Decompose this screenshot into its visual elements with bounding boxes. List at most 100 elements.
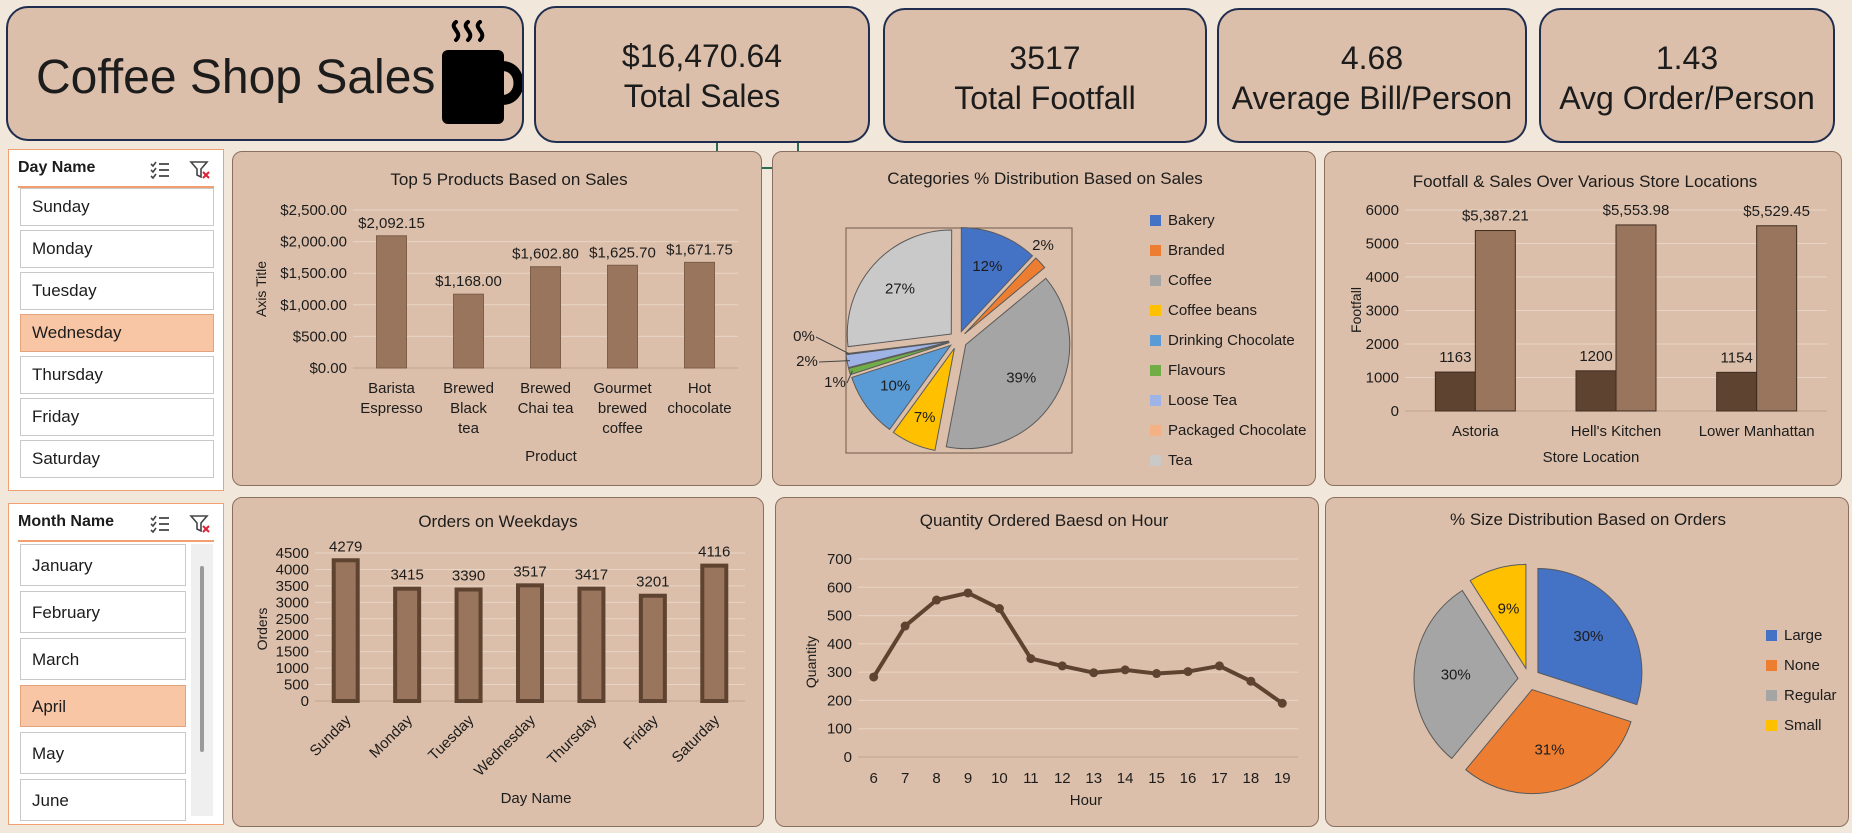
y-tick-label: 300	[827, 664, 852, 681]
kpi-value: 1.43	[1655, 40, 1719, 76]
data-label: 1163	[1439, 349, 1471, 366]
sizes-panel: % Size Distribution Based on Orders 30% 31…	[1325, 497, 1849, 827]
pie-slice	[892, 347, 955, 452]
y-tick-label: $1,000.00	[280, 297, 347, 314]
y-tick-label: 500	[284, 677, 309, 694]
connector-line	[716, 143, 718, 155]
pie-slice	[845, 340, 950, 355]
x-tick-label: 14	[1117, 770, 1134, 787]
slicer-item-april[interactable]: April	[20, 685, 186, 727]
data-label: 2%	[1032, 237, 1054, 254]
data-point	[1089, 668, 1099, 678]
y-tick-label: 3000	[276, 594, 309, 611]
x-tick-label: Sunday	[307, 711, 355, 759]
y-tick-label: 4500	[276, 545, 309, 562]
slicer-item-sunday[interactable]: Sunday	[20, 188, 214, 226]
x-tick-label: Wednesday	[471, 711, 539, 779]
data-point	[1183, 667, 1193, 677]
bar	[577, 586, 606, 703]
kpi-value: 4.68	[1340, 40, 1404, 76]
y-tick-label: 3000	[1366, 303, 1399, 320]
slicer-item-monday[interactable]: Monday	[20, 230, 214, 268]
kpi-label: Average Bill/Person	[1231, 80, 1513, 116]
legend-label: Bakery	[1168, 212, 1215, 229]
data-point	[1246, 676, 1256, 686]
data-label: $5,529.45	[1743, 203, 1810, 220]
clear-filter-icon[interactable]	[189, 514, 211, 534]
chart-title: Orders on Weekdays	[418, 512, 577, 531]
chart-title: Footfall & Sales Over Various Store Loca…	[1413, 172, 1758, 191]
multi-select-icon[interactable]	[149, 514, 171, 534]
kpi-label: Avg Order/Person	[1559, 80, 1815, 116]
legend-swatch	[1150, 335, 1161, 346]
kpi-avg-order: 1.43 Avg Order/Person	[1539, 8, 1835, 143]
data-point	[1120, 665, 1130, 675]
y-tick-label: 0	[844, 749, 852, 766]
pie-slice	[1465, 688, 1632, 794]
slicer-title: Day Name	[18, 159, 96, 176]
bar	[1716, 371, 1758, 412]
data-point	[1214, 661, 1224, 671]
hourly-line-chart: Quantity Ordered Baesd on Hour 0 100 200 300…	[803, 511, 1298, 809]
slicer-item-june[interactable]: June	[20, 779, 186, 821]
x-tick-label: Saturday	[669, 711, 724, 766]
x-tick-label: chocolate	[667, 400, 731, 417]
dashboard-title: Coffee Shop Sales	[36, 51, 436, 104]
legend-label: Packaged Chocolate	[1168, 422, 1306, 439]
bar	[393, 586, 422, 703]
y-tick-label: 6000	[1366, 202, 1399, 219]
slicer-scroll-thumb[interactable]	[200, 566, 204, 752]
data-label: 10%	[880, 378, 910, 395]
x-tick-label: brewed	[598, 400, 647, 417]
y-tick-label: 3500	[276, 578, 309, 595]
clear-filter-icon[interactable]	[189, 160, 211, 180]
x-tick-label: 19	[1274, 770, 1291, 787]
data-label: $5,553.98	[1603, 202, 1670, 219]
slicer-item-may[interactable]: May	[20, 732, 186, 774]
x-tick-label: 10	[991, 770, 1008, 787]
slicer-item-january[interactable]: January	[20, 544, 186, 586]
y-tick-label: 100	[827, 721, 852, 738]
data-label: $1,671.75	[666, 241, 733, 258]
y-tick-label: 0	[1391, 403, 1399, 420]
pie-slice	[1537, 568, 1643, 706]
x-tick-label: Gourmet	[593, 380, 652, 397]
slicer-item-wednesday[interactable]: Wednesday	[20, 314, 214, 352]
bar	[1434, 371, 1476, 412]
slicer-item-saturday[interactable]: Saturday	[20, 440, 214, 478]
x-tick-label: Tuesday	[425, 711, 478, 764]
y-tick-label: 2500	[276, 611, 309, 628]
slicer-item-thursday[interactable]: Thursday	[20, 356, 214, 394]
x-tick-label: 13	[1085, 770, 1102, 787]
y-tick-label: $2,500.00	[280, 202, 347, 219]
slicer-item-tuesday[interactable]: Tuesday	[20, 272, 214, 310]
x-tick-label: Lower Manhattan	[1699, 423, 1815, 440]
legend-swatch	[1150, 245, 1161, 256]
multi-select-icon[interactable]	[149, 160, 171, 180]
y-tick-label: 4000	[1366, 269, 1399, 286]
x-tick-label: 15	[1148, 770, 1165, 787]
x-axis-title: Hour	[1070, 792, 1103, 809]
categories-panel: Categories % Distribution Based on Sales…	[772, 151, 1316, 486]
legend-swatch	[1150, 305, 1161, 316]
legend-swatch	[1150, 215, 1161, 226]
slicer-item-friday[interactable]: Friday	[20, 398, 214, 436]
categories-pie-chart: Categories % Distribution Based on Sales…	[793, 169, 1306, 469]
bar	[607, 264, 638, 369]
data-label: $1,168.00	[435, 273, 502, 290]
slicer-item-march[interactable]: March	[20, 638, 186, 680]
top5-products-chart: Top 5 Products Based on Sales $0.00 $500.0…	[253, 170, 738, 465]
data-label: 30%	[1441, 666, 1471, 683]
x-axis-title: Day Name	[501, 790, 572, 807]
data-label: 3390	[452, 568, 485, 585]
legend-label: Coffee beans	[1168, 302, 1257, 319]
slicer-item-february[interactable]: February	[20, 591, 186, 633]
x-tick-label: Black	[450, 400, 487, 417]
chart-title: Quantity Ordered Baesd on Hour	[920, 511, 1169, 530]
pie-slice	[1469, 563, 1527, 671]
bar	[516, 583, 544, 703]
legend-label: Branded	[1168, 242, 1225, 259]
hourly-panel: Quantity Ordered Baesd on Hour 0 100 200 300…	[775, 497, 1319, 827]
data-label: 12%	[972, 258, 1002, 275]
weekdays-panel: Orders on Weekdays 0 500 1000 1500 2000 2500 30…	[232, 497, 764, 827]
